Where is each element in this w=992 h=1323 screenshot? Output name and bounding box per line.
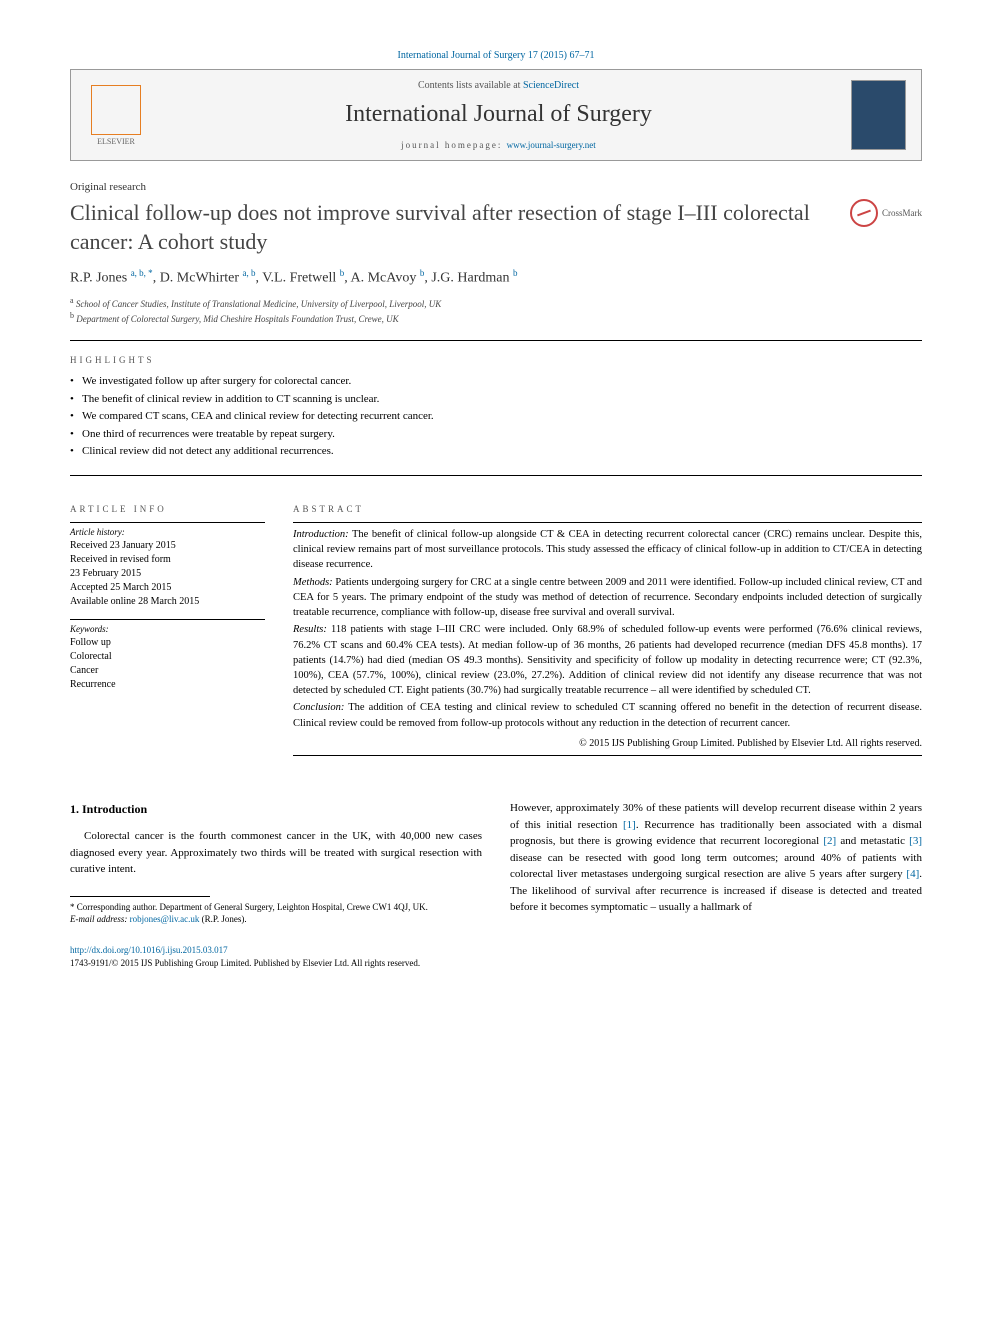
article-title: Clinical follow-up does not improve surv…: [70, 199, 850, 256]
body-column-right: However, approximately 30% of these pati…: [510, 800, 922, 926]
highlights-label: HIGHLIGHTS: [70, 355, 922, 365]
abstract-copyright: © 2015 IJS Publishing Group Limited. Pub…: [293, 737, 922, 752]
ref-link[interactable]: [1]: [623, 819, 636, 831]
authors-list: R.P. Jones a, b, *, D. McWhirter a, b, V…: [70, 268, 922, 287]
article-info-label: ARTICLE INFO: [70, 504, 265, 514]
article-type: Original research: [70, 181, 922, 193]
crossmark-badge[interactable]: CrossMark: [850, 199, 922, 227]
body-column-left: 1. Introduction Colorectal cancer is the…: [70, 800, 482, 926]
publisher-logo[interactable]: ELSEVIER: [86, 80, 146, 150]
rule: [293, 522, 922, 523]
journal-citation: International Journal of Surgery 17 (201…: [70, 50, 922, 61]
rule: [70, 475, 922, 476]
highlight-item: One third of recurrences were treatable …: [70, 426, 922, 444]
section-heading: 1. Introduction: [70, 800, 482, 818]
journal-cover-image: [851, 80, 906, 150]
journal-header: ELSEVIER Contents lists available at Sci…: [70, 69, 922, 161]
footnote-separator: [70, 896, 210, 897]
highlight-item: Clinical review did not detect any addit…: [70, 443, 922, 461]
contents-available: Contents lists available at ScienceDirec…: [146, 80, 851, 91]
abstract: Introduction: The benefit of clinical fo…: [293, 527, 922, 751]
homepage-link[interactable]: www.journal-surgery.net: [507, 140, 596, 150]
crossmark-icon: [850, 199, 878, 227]
journal-name: International Journal of Surgery: [146, 101, 851, 128]
rule: [70, 619, 265, 620]
highlight-item: We investigated follow up after surgery …: [70, 373, 922, 391]
affiliations: a School of Cancer Studies, Institute of…: [70, 295, 922, 326]
article-history: Article history: Received 23 January 201…: [70, 527, 265, 609]
ref-link[interactable]: [2]: [823, 835, 836, 847]
publisher-name: ELSEVIER: [97, 137, 135, 146]
ref-link[interactable]: [4]: [906, 868, 919, 880]
highlight-item: The benefit of clinical review in additi…: [70, 391, 922, 409]
keywords: Keywords: Follow upColorectalCancerRecur…: [70, 624, 265, 692]
doi-link[interactable]: http://dx.doi.org/10.1016/j.ijsu.2015.03…: [70, 945, 228, 955]
page-footer: http://dx.doi.org/10.1016/j.ijsu.2015.03…: [70, 944, 922, 969]
journal-homepage: journal homepage: www.journal-surgery.ne…: [146, 140, 851, 150]
rule: [293, 755, 922, 756]
highlights-list: We investigated follow up after surgery …: [70, 373, 922, 461]
rule: [70, 522, 265, 523]
abstract-label: ABSTRACT: [293, 504, 922, 514]
highlight-item: We compared CT scans, CEA and clinical r…: [70, 408, 922, 426]
footnotes: * Corresponding author. Department of Ge…: [70, 901, 482, 926]
ref-link[interactable]: [3]: [909, 835, 922, 847]
elsevier-tree-icon: [91, 85, 141, 135]
rule: [70, 340, 922, 341]
sciencedirect-link[interactable]: ScienceDirect: [523, 80, 579, 91]
email-link[interactable]: robjones@liv.ac.uk: [130, 914, 200, 924]
